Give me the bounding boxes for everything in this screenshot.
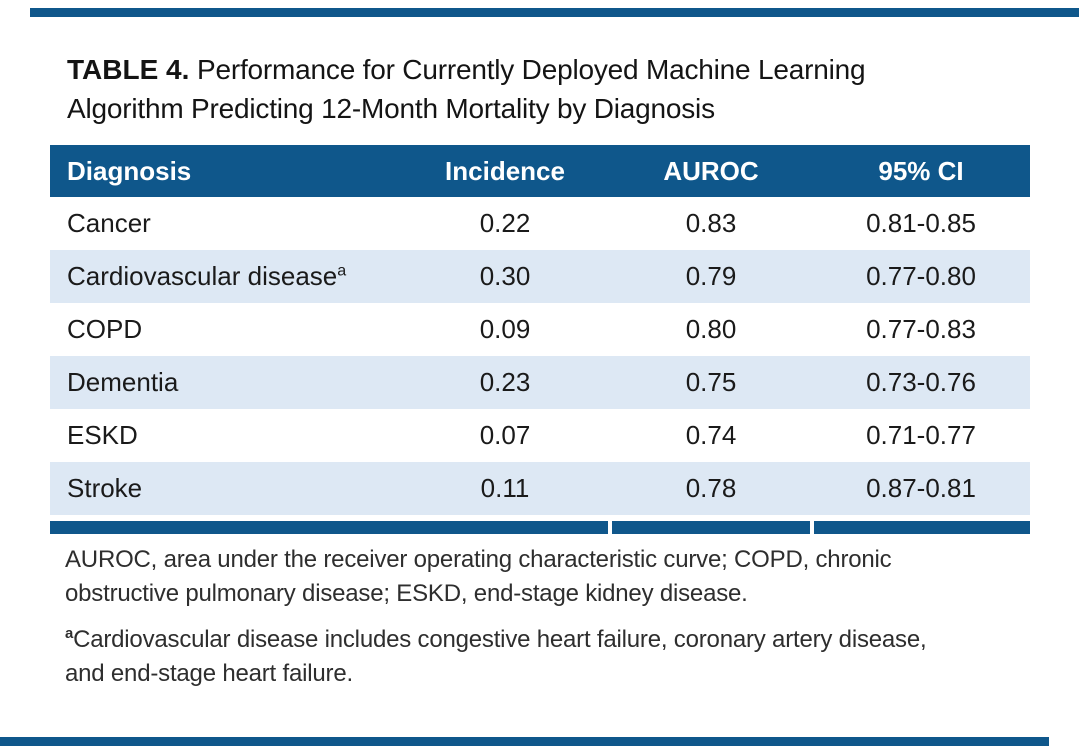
- table-row-dementia: Dementia 0.23 0.75 0.73-0.76: [50, 356, 1030, 409]
- cell-ci: 0.81-0.85: [866, 208, 976, 238]
- cell-incidence: 0.11: [480, 473, 530, 503]
- table-row-cancer: Cancer 0.22 0.83 0.81-0.85: [50, 197, 1030, 250]
- cell-incidence: 0.30: [479, 261, 531, 291]
- bottom-rule: [0, 737, 1049, 746]
- table-title: TABLE 4. Performance for Currently Deplo…: [67, 50, 947, 128]
- cell-auroc: 0.83: [685, 208, 737, 238]
- table-row-eskd: ESKD 0.07 0.74 0.71-0.77: [50, 409, 1030, 462]
- cell-incidence: 0.23: [479, 367, 531, 397]
- data-table: Diagnosis Incidence AUROC 95% CI Cancer …: [50, 145, 1030, 515]
- bottom-rule-segment: [612, 521, 810, 534]
- cell-auroc: 0.74: [685, 420, 737, 450]
- cell-diagnosis: Cardiovascular diseasea: [50, 250, 400, 303]
- footnotes: AUROC, area under the receiver operating…: [65, 543, 955, 691]
- table-row-cardiovascular: Cardiovascular diseasea 0.30 0.79 0.77-0…: [50, 250, 1030, 303]
- column-header-ci: 95% CI: [878, 155, 964, 186]
- cell-diagnosis: Stroke: [67, 473, 143, 503]
- footnote-a-marker: a: [65, 626, 74, 642]
- cell-ci: 0.77-0.83: [866, 314, 976, 344]
- cell-incidence: 0.22: [479, 208, 531, 238]
- footnote-a-text: Cardiovascular disease includes congesti…: [65, 626, 927, 687]
- bottom-rule-segment: [814, 521, 1030, 534]
- cell-diagnosis: Dementia: [67, 367, 179, 397]
- cell-incidence: 0.07: [479, 420, 531, 450]
- table-header-row: Diagnosis Incidence AUROC 95% CI: [50, 145, 1030, 197]
- cell-auroc: 0.80: [685, 314, 737, 344]
- cell-diagnosis: Cancer: [67, 208, 151, 238]
- table-row-stroke: Stroke 0.11 0.78 0.87-0.81: [50, 462, 1030, 515]
- cell-ci: 0.77-0.80: [866, 261, 976, 291]
- cell-ci: 0.87-0.81: [866, 473, 976, 503]
- footnote-abbreviations: AUROC, area under the receiver operating…: [65, 546, 892, 607]
- cell-incidence: 0.09: [479, 314, 531, 344]
- cell-diagnosis-text: Cardiovascular disease: [67, 261, 338, 291]
- cell-ci: 0.71-0.77: [866, 420, 976, 450]
- top-rule: [30, 8, 1079, 17]
- table-title-text: Performance for Currently Deployed Machi…: [67, 54, 866, 124]
- cell-auroc: 0.75: [685, 367, 737, 397]
- cell-diagnosis: COPD: [67, 314, 143, 344]
- cell-ci: 0.73-0.76: [866, 367, 976, 397]
- footnote-marker-a: a: [337, 261, 347, 280]
- column-header-auroc: AUROC: [663, 155, 759, 186]
- column-header-diagnosis: Diagnosis: [67, 155, 192, 186]
- bottom-rule-segment: [50, 521, 608, 534]
- cell-diagnosis: ESKD: [67, 420, 138, 450]
- column-header-incidence: Incidence: [445, 155, 565, 186]
- cell-auroc: 0.78: [685, 473, 737, 503]
- cell-auroc: 0.79: [685, 261, 737, 291]
- table-number-label: TABLE 4.: [67, 54, 190, 85]
- footnote-a: aCardiovascular disease includes congest…: [65, 623, 955, 691]
- table-bottom-rule: [50, 521, 1030, 534]
- table-row-copd: COPD 0.09 0.80 0.77-0.83: [50, 303, 1030, 356]
